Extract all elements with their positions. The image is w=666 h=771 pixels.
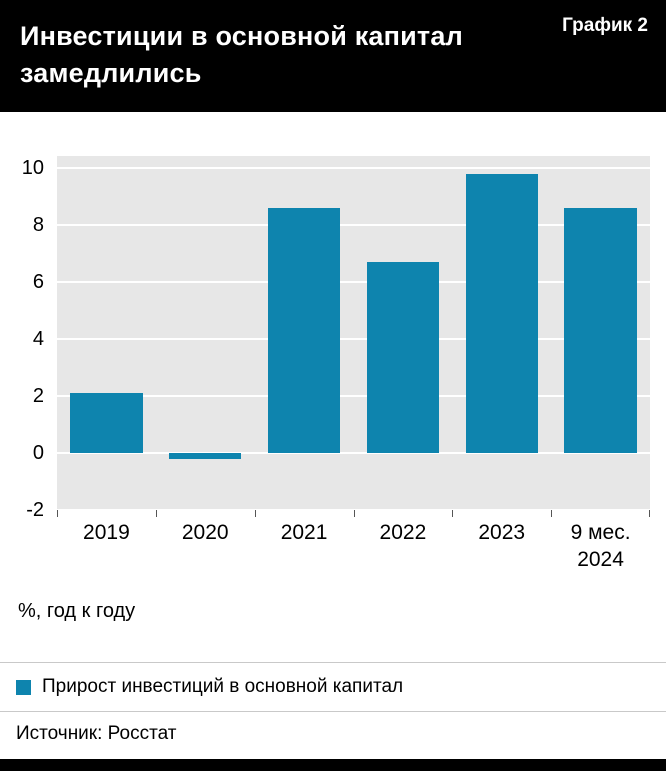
plot-area <box>57 156 650 511</box>
x-axis-tick <box>452 510 454 517</box>
axis-unit-note: %, год к году <box>18 600 136 622</box>
x-axis-tick <box>57 510 58 517</box>
x-axis-tick <box>254 510 256 517</box>
y-tick-label: 8 <box>32 214 44 236</box>
gridline <box>57 281 650 283</box>
chart-number-label: График 2 <box>562 15 648 36</box>
x-axis-tick <box>551 510 553 517</box>
y-tick-label: 2 <box>32 385 44 407</box>
bar <box>267 207 341 453</box>
gridline <box>57 338 650 340</box>
y-tick-label: -2 <box>26 499 44 521</box>
bar <box>70 393 143 453</box>
legend: Прирост инвестиций в основной капитал <box>0 662 666 711</box>
x-tick-label: 2021 <box>280 521 328 544</box>
gridline <box>57 395 650 397</box>
gridline <box>57 224 650 226</box>
gridline <box>57 452 650 454</box>
x-tick-label: 9 мес. 2024 <box>570 521 631 571</box>
page-title-line-1: Инвестиции в основной капитал <box>20 21 463 51</box>
x-axis-tick <box>353 510 355 517</box>
x-tick-label: 2020 <box>181 521 229 544</box>
bar <box>564 207 637 453</box>
bar <box>465 173 538 453</box>
y-tick-label: 4 <box>32 328 44 350</box>
x-tick-label: 2019 <box>83 521 130 544</box>
legend-swatch-icon <box>16 679 31 695</box>
page-title-line-2: замедлились <box>20 58 202 88</box>
y-axis-column: 10 8 6 4 2 0 -2 <box>16 156 44 520</box>
x-tick-label: 2022 <box>379 521 427 544</box>
y-tick-label: 10 <box>21 157 44 179</box>
x-labels: 2019 2020 2021 2022 2023 9 мес. 2024 <box>57 519 650 576</box>
footer-bar <box>0 759 666 771</box>
chart-header: Инвестиции в основной капитал замедлилис… <box>0 0 666 112</box>
plot-inner <box>57 167 650 511</box>
y-axis: 10 8 6 4 2 0 -2 <box>16 158 44 520</box>
x-tick-label: 2023 <box>478 521 526 544</box>
y-tick-label: 0 <box>32 442 44 464</box>
bar <box>366 262 440 453</box>
gridline <box>57 167 650 169</box>
x-axis-tick <box>155 510 157 517</box>
y-tick-label: 6 <box>32 271 44 293</box>
x-axis: 2019 2020 2021 2022 2023 9 мес. 2024 <box>57 510 650 576</box>
chart: 10 8 6 4 2 0 -2 <box>16 156 650 520</box>
x-axis-tick <box>649 510 650 517</box>
source-line: Источник: Росстат <box>0 711 666 759</box>
legend-label: Прирост инвестиций в основной капитал <box>42 676 404 697</box>
bar <box>169 453 242 459</box>
